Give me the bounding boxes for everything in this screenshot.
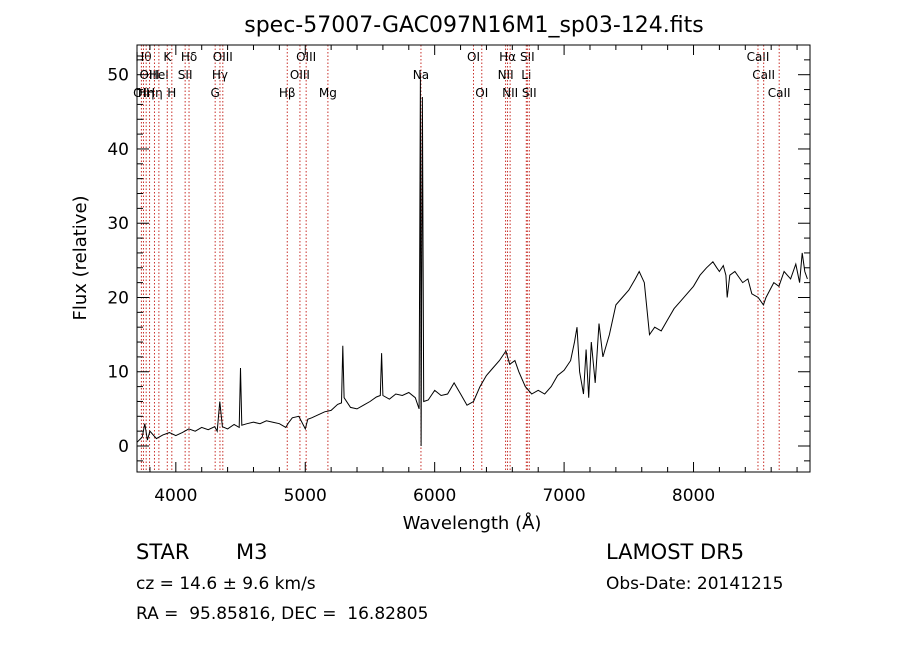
line-label-9: Hδ [181,50,197,64]
y-tick-label-3: 30 [107,214,129,234]
x-tick-label-0: 4000 [154,486,197,506]
line-label-11: Hγ [212,68,228,82]
x-tick-label-1: 5000 [284,486,327,506]
plot-frame [136,44,811,473]
object-subclass: M3 [236,540,268,564]
line-label-18: OI [467,50,480,64]
line-label-5: HeI [149,68,169,82]
y-tick-label-2: 20 [107,288,129,308]
line-label-6: K [163,50,172,64]
line-label-22: NII [502,86,518,100]
spectrum-line-0 [136,74,808,447]
x-tick-label-4: 8000 [672,486,715,506]
line-label-12: OIII [213,50,233,64]
line-label-17: Na [413,68,429,82]
line-label-23: Li [521,68,531,82]
line-label-7: H [167,86,176,100]
survey-label: LAMOST DR5 [606,540,745,564]
line-label-21: Hα [499,50,516,64]
y-axis-label: Flux (relative) [70,195,91,320]
line-label-25: SII [522,86,537,100]
chart-title: spec-57007-GAC097N16M1_sp03-124.fits [244,13,704,38]
y-tick-label-5: 50 [107,66,129,86]
line-label-24: SII [520,50,535,64]
y-tick-label-1: 10 [107,363,129,383]
line-label-19: OI [475,86,488,100]
line-label-3: OIII [140,68,160,82]
object-class: STAR [136,540,190,564]
coordinates: RA = 95.85816, DEC = 16.82805 [136,604,429,624]
line-label-13: Hβ [279,86,296,100]
y-tick-label-4: 40 [107,140,129,160]
x-tick-label-3: 7000 [542,486,585,506]
line-label-28: CaII [768,86,791,100]
line-label-4: Hη [146,86,163,100]
obs-date: Obs-Date: 20141215 [606,574,784,594]
line-label-14: OIII [290,68,310,82]
line-label-15: OIII [296,50,316,64]
line-label-27: CaII [752,68,775,82]
redshift-value: cz = 14.6 ± 9.6 km/s [136,574,316,594]
data-series [136,74,808,447]
line-label-8: SII [178,68,193,82]
x-tick-label-2: 6000 [413,486,456,506]
line-label-20: NII [498,68,514,82]
line-markers: OIIHθHηOIIIHηHeIKHSIIHδGHγOIIIHβOIIIOIII… [133,45,791,472]
y-tick-label-0: 0 [118,437,129,457]
line-label-16: Mg [319,86,337,100]
line-label-26: CaII [747,50,770,64]
line-label-1: Hθ [135,50,151,64]
x-axis-label: Wavelength (Å) [403,512,542,534]
axes: 4000 5000 6000 7000 8000 0 10 20 30 40 50 [107,45,810,506]
line-label-10: G [211,86,220,100]
